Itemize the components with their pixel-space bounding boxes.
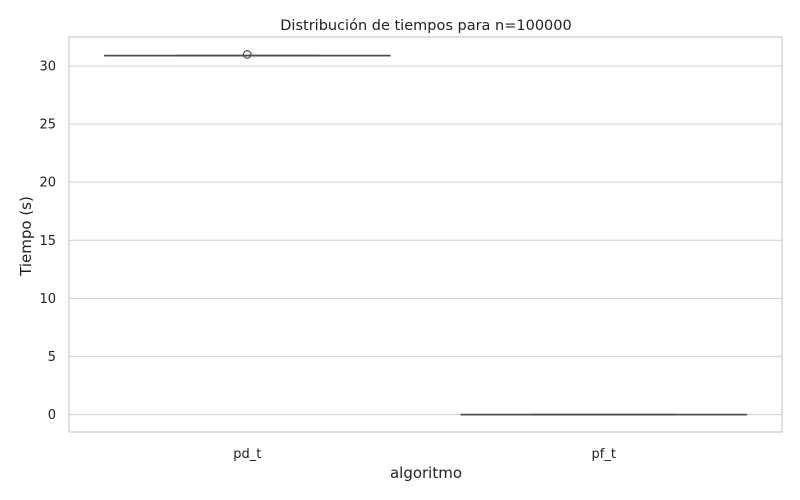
x-tick-labels: pd_t pf_t <box>233 447 616 462</box>
y-tick-label-10: 10 <box>39 292 56 307</box>
y-tick-label-25: 25 <box>39 118 56 133</box>
y-tick-label-30: 30 <box>39 60 56 75</box>
boxes <box>103 50 748 416</box>
chart-title: Distribución de tiempos para n=100000 <box>280 18 571 34</box>
outlier-pd_t-0 <box>242 50 252 59</box>
grid-lines <box>69 65 782 416</box>
x-tick-label-pf_t: pf_t <box>592 447 616 462</box>
y-tick-label-0: 0 <box>48 408 56 423</box>
y-tick-label-15: 15 <box>39 234 56 249</box>
y-tick-labels: 0 5 10 15 20 25 30 <box>39 60 56 424</box>
y-tick-label-5: 5 <box>48 350 56 365</box>
y-axis-title: Tiempo (s) <box>17 196 35 277</box>
y-tick-label-20: 20 <box>39 176 56 191</box>
x-tick-label-pd_t: pd_t <box>233 447 261 462</box>
plot-frame <box>68 36 783 433</box>
box-pd_t <box>103 50 391 59</box>
x-axis-title: algoritmo <box>390 464 462 482</box>
